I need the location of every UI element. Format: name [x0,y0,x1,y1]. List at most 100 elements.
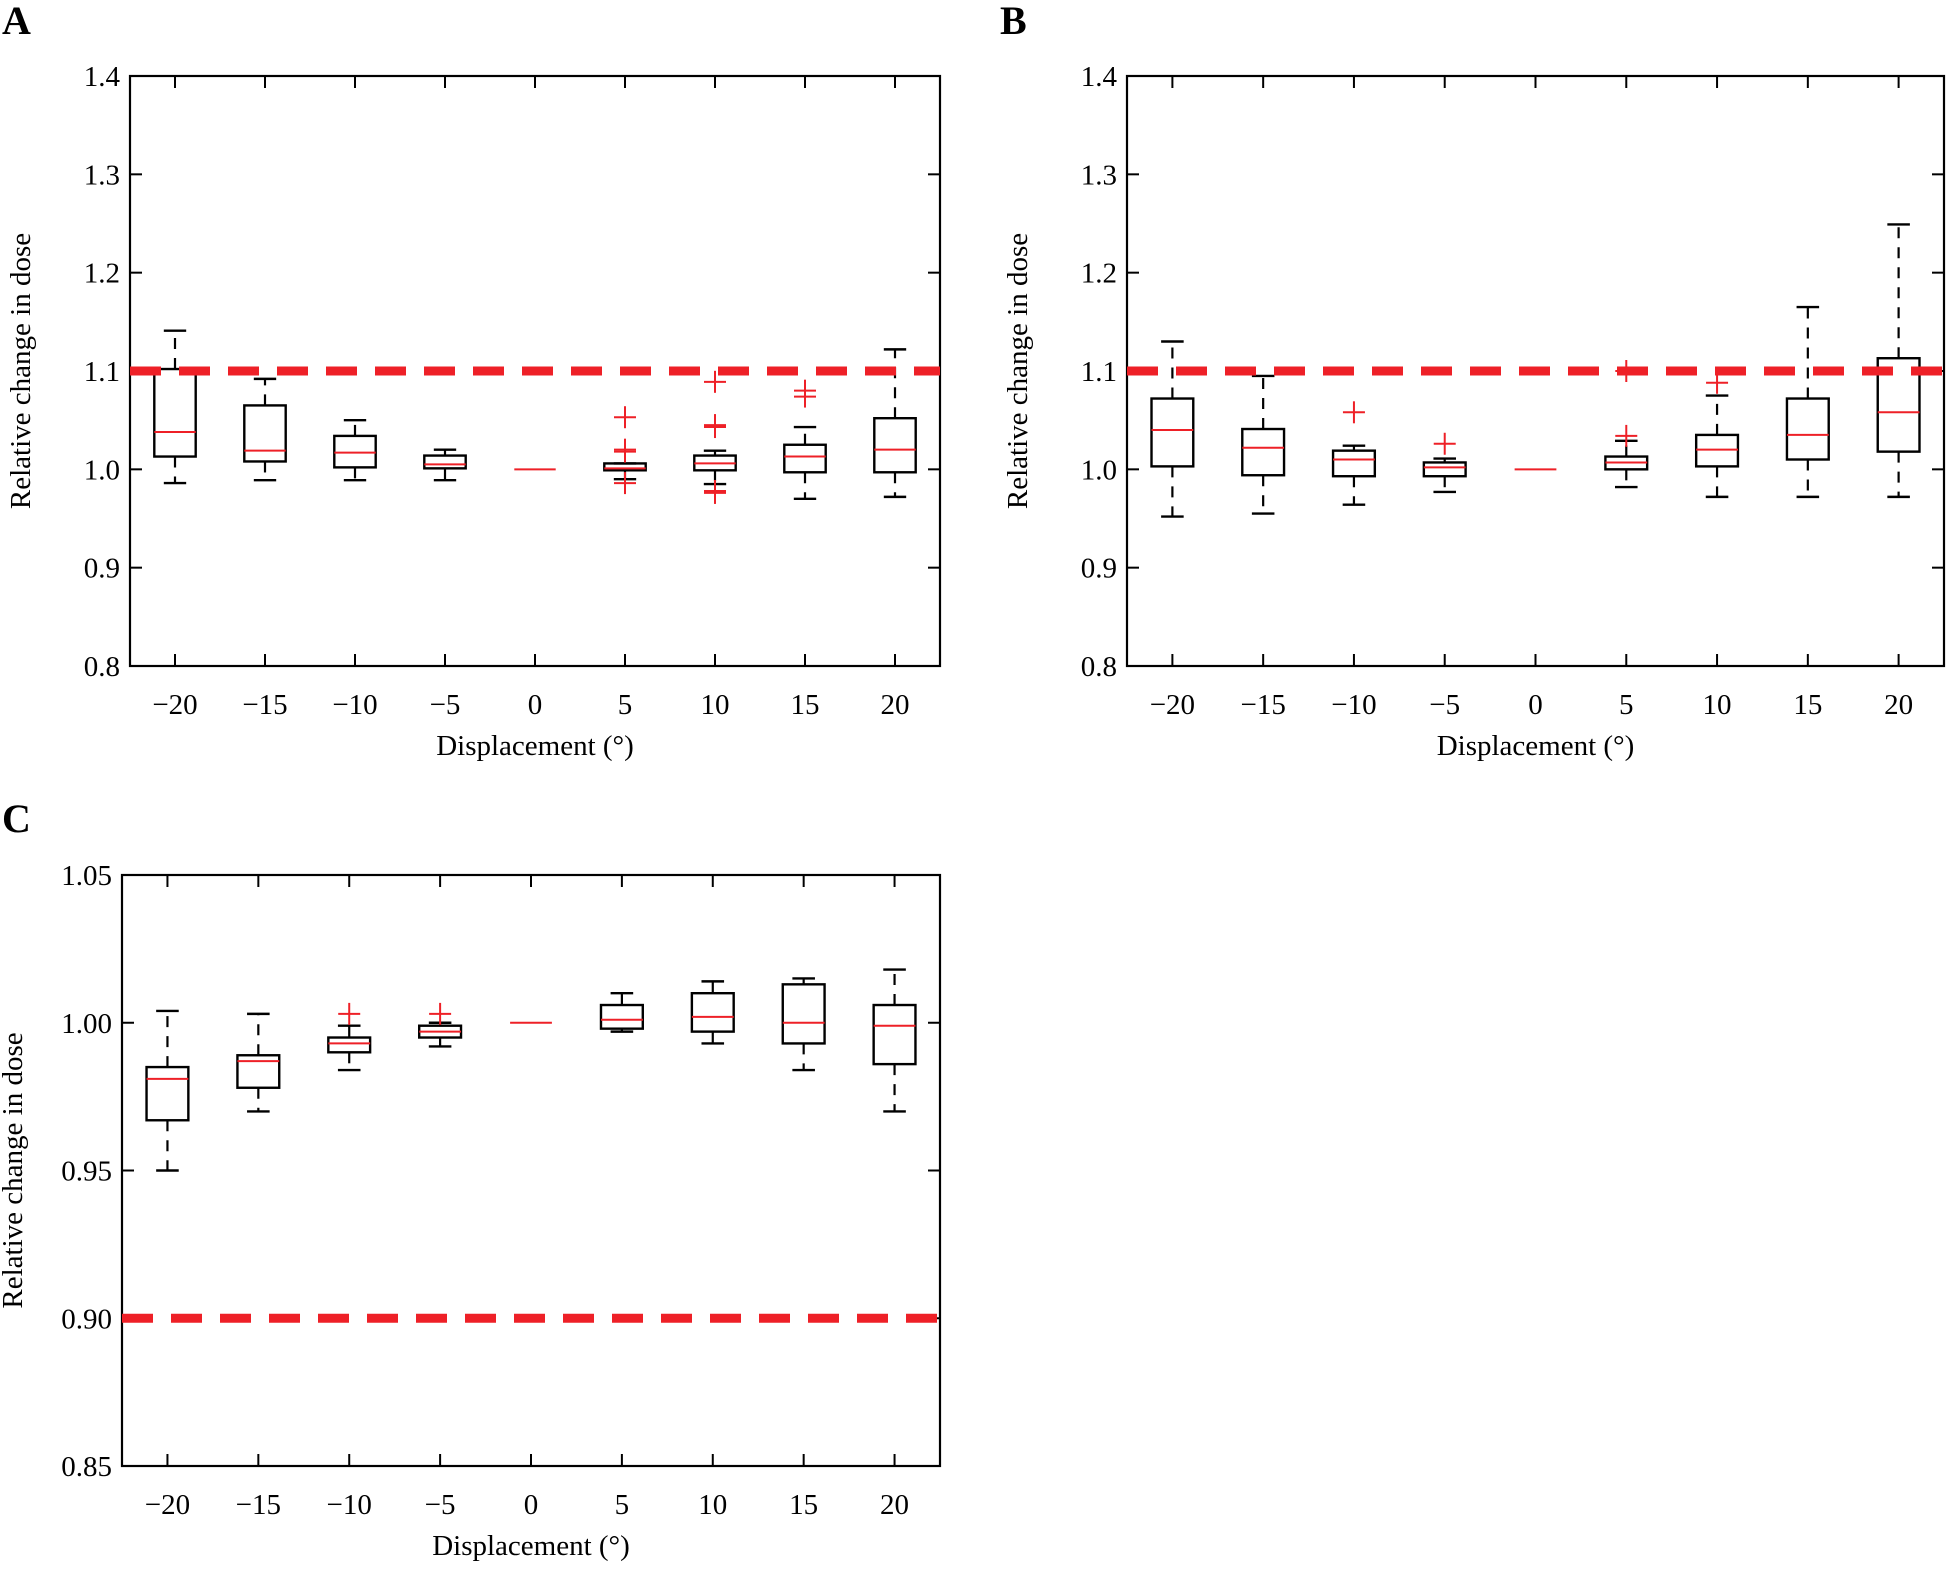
box-7 [690,980,735,1045]
box-4 [418,1002,463,1048]
x-tick-label: −15 [1240,689,1285,721]
panel-letter: C [2,796,31,841]
x-tick-label: −5 [1429,689,1460,721]
outlier-marker [704,481,726,504]
box-3 [327,1002,372,1072]
x-tick-label: 0 [528,689,543,721]
box-iqr [690,992,735,1033]
outlier-marker [429,1002,452,1025]
x-tick-label: −10 [1331,689,1376,721]
box-iqr [603,462,647,472]
y-axis-title: Relative change in dose [0,1032,29,1308]
x-tick-label: 10 [698,1489,727,1521]
outlier-marker [1433,432,1456,455]
outlier-marker [1615,424,1638,447]
x-tick-label: 15 [1793,689,1822,721]
x-tick-label: 5 [1619,689,1634,721]
x-tick-label: 20 [880,1489,909,1521]
y-tick-label: 0.8 [1081,651,1117,683]
outlier-marker [614,440,636,463]
box-4 [1422,432,1467,494]
box-7 [693,370,737,504]
box-1 [145,1009,190,1172]
y-tick-label: 1.4 [84,61,121,93]
box-3 [333,418,377,482]
x-tick-label: −20 [1150,689,1195,721]
outlier-marker [614,406,636,429]
x-tick-label: −20 [152,689,197,721]
box-2 [236,1012,281,1113]
panel-letter: B [1000,0,1027,43]
x-axis-title: Displacement (°) [432,1530,630,1562]
outlier-marker [704,416,726,439]
box-9 [1876,223,1921,499]
box-iqr [327,1036,372,1054]
box-7 [1694,371,1740,499]
box-iqr [599,1003,644,1030]
y-tick-label: 1.3 [84,159,120,191]
x-tick-label: 15 [789,1489,818,1521]
box-iqr [236,1054,281,1089]
y-tick-label: 0.8 [84,651,120,683]
y-tick-label: 1.2 [1081,258,1117,290]
box-iqr [1785,397,1830,461]
box-6 [599,992,644,1033]
outlier-marker [338,1002,361,1025]
x-axis-title: Displacement (°) [1437,730,1635,762]
x-tick-label: 0 [524,1489,539,1521]
x-tick-label: 15 [791,689,820,721]
x-tick-label: 10 [701,689,730,721]
box-8 [1785,305,1830,499]
box-2 [243,377,287,482]
y-tick-label: 0.85 [61,1451,112,1483]
y-tick-label: 1.3 [1081,159,1117,191]
outlier-marker [614,472,636,495]
box-9 [873,348,917,499]
box-iqr [872,1003,917,1066]
box-3 [1331,401,1377,506]
panel-c: C 0.85 0.90 0.95 1.00 1.05 −20 −15 −10 −5 0 5 10 15 20… [0,796,942,1562]
x-tick-label: 10 [1703,689,1732,721]
x-tick-label: 5 [618,689,633,721]
y-tick-label: 0.95 [61,1156,112,1188]
x-tick-label: 20 [881,689,910,721]
y-axis-title: Relative change in dose [5,233,37,509]
x-tick-label: −5 [430,689,461,721]
x-tick-label: 20 [1884,689,1913,721]
y-tick-label: 1.1 [84,356,120,388]
panel-b: B 0.8 0.9 1.0 1.1 1.2 1.3 1.4 −20 −15 −10 −5 0 5 10 15 2… [1000,0,1946,762]
y-tick-label: 0.9 [84,553,120,585]
box-9 [872,968,917,1113]
box-iqr [783,443,827,474]
x-tick-label: 5 [615,1489,630,1521]
box-iqr [1422,461,1467,478]
box-2 [1241,374,1286,515]
box-iqr [873,417,917,474]
outlier-marker [794,385,816,408]
box-1 [1150,340,1195,518]
x-tick-label: −10 [327,1489,372,1521]
box-1 [153,329,197,485]
y-tick-label: 0.9 [1081,553,1117,585]
box-iqr [781,983,826,1045]
x-tick-label: −15 [242,689,287,721]
box-iqr [145,1065,190,1122]
box-6 [603,406,647,495]
box-iqr [1241,427,1286,477]
box-iqr [153,367,197,458]
y-tick-label: 1.0 [1081,454,1117,486]
y-tick-label: 1.0 [84,454,120,486]
y-tick-label: 1.05 [61,860,112,892]
box-8 [783,379,827,501]
y-tick-label: 0.90 [61,1303,112,1335]
x-tick-label: 0 [1528,689,1543,721]
x-tick-label: −20 [145,1489,190,1521]
box-iqr [1876,357,1921,453]
panel-a: A 0.8 0.9 1.0 1.1 1.2 1.3 1.4 −20 −15 −10 −5 0 5 10 15 2… [2,0,942,762]
plot-frame [120,873,942,1468]
y-tick-label: 1.4 [1081,61,1118,93]
box-6 [1604,360,1649,489]
box-iqr [423,454,467,470]
box-iqr [1331,449,1377,478]
